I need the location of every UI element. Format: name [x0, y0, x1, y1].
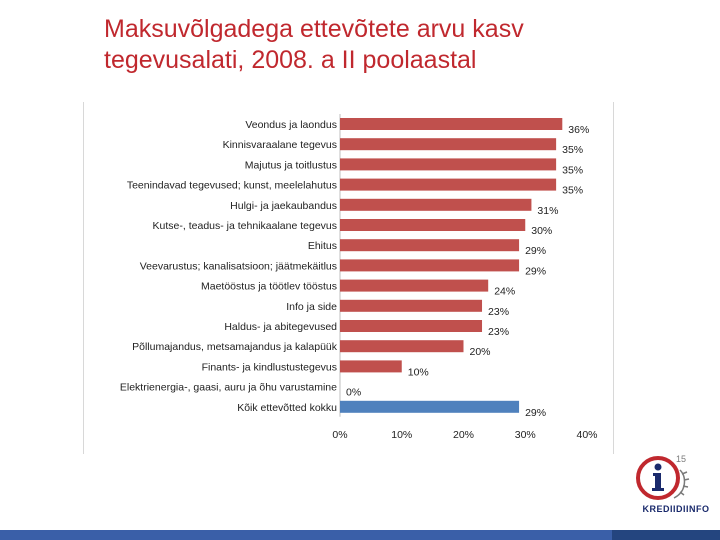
bar [340, 259, 520, 272]
data-label: 35% [562, 185, 583, 197]
bar [340, 138, 557, 151]
category-label: Kõik ettevõtted kokku [237, 402, 337, 414]
x-tick-label: 40% [576, 429, 597, 441]
slide-title-line-1: Maksuvõlgadega ettevõtete arvu kasv [104, 15, 524, 43]
bar [340, 178, 557, 191]
category-label: Maetööstus ja töötlev tööstus [201, 281, 337, 293]
bar [340, 360, 402, 373]
bar [340, 299, 483, 312]
category-label: Elektrienergia-, gaasi, auru ja õhu varu… [120, 382, 337, 394]
category-label: Majutus ja toitlustus [245, 159, 337, 171]
slide-title: Maksuvõlgadega ettevõtete arvu kasv tege… [104, 14, 664, 76]
bar [340, 219, 526, 231]
bar-chart: Veondus ja laondus 36% Kinnisvaraalane teg… [120, 114, 598, 441]
data-label: 0% [346, 387, 361, 399]
slide-title-line-2: tegevusalati, 2008. a II poolaastal [104, 46, 477, 74]
data-label: 23% [488, 326, 509, 338]
category-label: Põllumajandus, metsamajandus ja kalapüük [132, 341, 338, 353]
category-label: Ehitus [308, 240, 337, 252]
category-label: Info ja side [286, 301, 337, 313]
data-label: 35% [562, 164, 583, 176]
data-label: 29% [525, 245, 546, 257]
x-tick-label: 20% [453, 429, 474, 441]
bar [340, 340, 464, 353]
data-label: 35% [562, 144, 583, 156]
krediidiinfo-logo: 15 [636, 454, 690, 500]
bottom-bar [0, 530, 720, 540]
data-label: 36% [568, 124, 589, 136]
data-label: 23% [488, 306, 509, 318]
category-label: Kinnisvaraalane tegevus [223, 139, 337, 151]
logo-badge: 15 [676, 454, 686, 464]
data-label: 29% [525, 407, 546, 419]
x-tick-label: 10% [391, 429, 412, 441]
bar [340, 158, 557, 171]
category-label: Finants- ja kindlustustegevus [202, 361, 337, 373]
category-label: Teenindavad tegevused; kunst, meelelahut… [127, 180, 337, 192]
category-label: Veevarustus; kanalisatsioon; jäätmekäitl… [140, 260, 337, 272]
bar [340, 279, 489, 292]
category-label: Haldus- ja abitegevused [224, 321, 337, 333]
bar [340, 400, 520, 413]
category-label: Hulgi- ja jaekaubandus [230, 200, 337, 212]
logo-label: KREDIIDIINFO [642, 504, 710, 514]
data-label: 29% [525, 265, 546, 277]
data-label: 10% [408, 366, 429, 378]
x-tick-label: 0% [332, 429, 347, 441]
data-label: 31% [537, 205, 558, 217]
data-label: 20% [470, 346, 491, 358]
category-label: Veondus ja laondus [245, 119, 337, 131]
category-label: Kutse-, teadus- ja tehnikaalane tegevus [153, 220, 337, 232]
bar [340, 118, 563, 130]
data-label: 24% [494, 286, 515, 298]
bar [340, 320, 483, 332]
bar [340, 239, 520, 252]
data-label: 30% [531, 225, 552, 237]
x-tick-label: 30% [515, 429, 536, 441]
bottom-bar-accent [612, 530, 720, 540]
bar [340, 198, 532, 211]
